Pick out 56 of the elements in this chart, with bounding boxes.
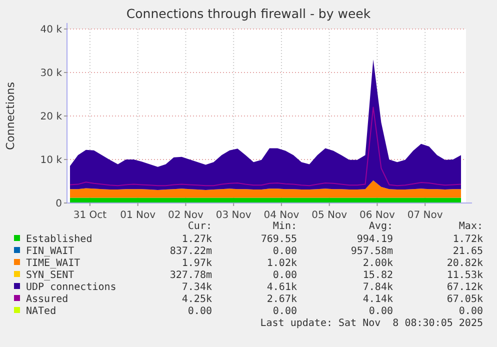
text: 2.67k <box>266 294 297 305</box>
text: 0.00 <box>368 306 393 317</box>
text: 21.65 <box>452 246 483 257</box>
text: Last update: Sat Nov 8 08:30:05 2025 <box>260 318 483 329</box>
legend-label: UDP connections <box>26 282 116 293</box>
x-tick-label: 02 Nov <box>168 210 204 221</box>
text: Cur: <box>188 221 212 232</box>
text: 1.97k <box>182 258 212 269</box>
y-tick-label: 20 k <box>40 112 62 122</box>
legend-label: Established <box>26 234 92 245</box>
x-tick-label: 01 Nov <box>120 210 156 221</box>
x-tick-label: 04 Nov <box>264 210 300 221</box>
legend-label: NATed <box>26 306 56 317</box>
text: 0.00 <box>188 306 212 317</box>
text: 0.00 <box>272 246 297 257</box>
text: 957.58m <box>350 246 393 257</box>
text: 4.25k <box>182 294 212 305</box>
text: 7.34k <box>182 282 212 293</box>
text: 1.72k <box>452 234 483 245</box>
legend-label: Assured <box>26 294 68 305</box>
text: 0.00 <box>272 306 297 317</box>
text: 1.02k <box>266 258 297 269</box>
x-tick-label: 05 Nov <box>312 210 348 221</box>
y-tick-label: 40 k <box>40 24 62 36</box>
text: Min: <box>272 221 297 232</box>
text: Avg: <box>368 221 393 232</box>
x-tick-label: 03 Nov <box>216 210 252 221</box>
text: 837.22m <box>170 246 212 257</box>
text: 1.27k <box>182 234 212 245</box>
text: Max: <box>458 221 483 232</box>
text: 4.61k <box>266 282 297 293</box>
x-tick-label: 31 Oct <box>73 210 107 221</box>
chart-title: Connections through firewall - by week <box>126 6 372 21</box>
text: 769.55 <box>260 234 297 245</box>
text: 4.14k <box>362 294 393 305</box>
text: 327.78m <box>170 270 212 281</box>
text: 67.12k <box>446 282 483 293</box>
text: 15.82 <box>362 270 393 281</box>
text: 2.00k <box>362 258 393 269</box>
y-tick-label: 10 k <box>40 155 62 166</box>
legend-label: TIME_WAIT <box>26 258 80 269</box>
y-axis-title: Connections <box>4 82 17 150</box>
y-tick-label: 0 <box>56 198 62 210</box>
text: 20.82k <box>446 258 483 269</box>
text: 67.05k <box>446 294 483 305</box>
x-tick-label: 06 Nov <box>360 210 396 221</box>
text: 11.53k <box>446 270 483 281</box>
text: 994.19 <box>356 234 393 245</box>
line-series <box>69 106 462 186</box>
text: 7.84k <box>362 282 393 293</box>
legend-label: SYN_SENT <box>26 270 74 281</box>
text: 0.00 <box>458 306 483 317</box>
legend-label: FIN_WAIT <box>26 246 74 257</box>
x-tick-label: 07 Nov <box>407 210 443 221</box>
y-tick-label: 30 k <box>40 68 62 79</box>
text: 0.00 <box>272 270 297 281</box>
